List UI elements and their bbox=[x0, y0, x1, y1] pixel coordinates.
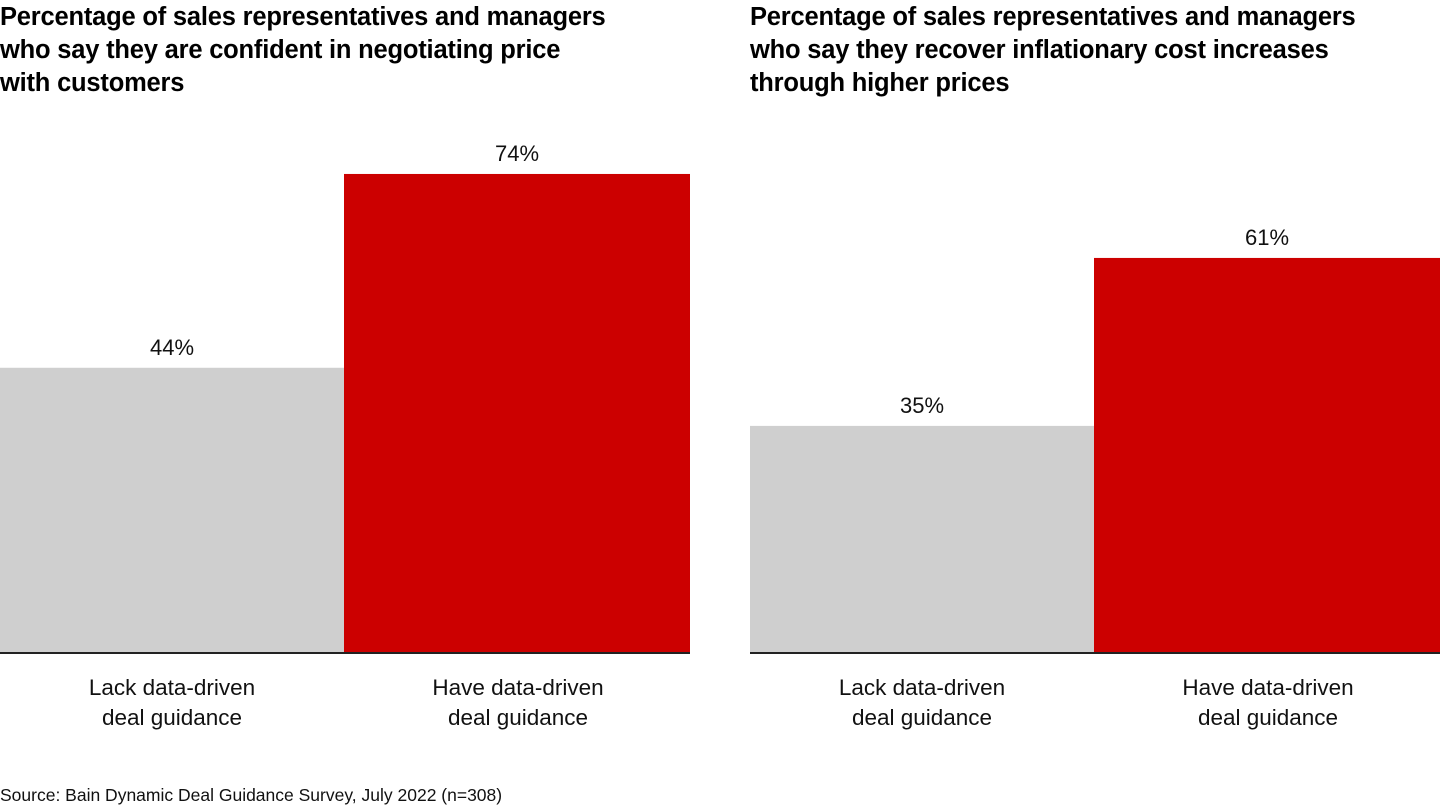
bar-lack bbox=[750, 425, 1094, 652]
chart-title-line: Percentage of sales representatives and … bbox=[750, 3, 1356, 31]
chart-panel-confidence: Percentage of sales representatives and … bbox=[0, 0, 690, 780]
chart-title-line: who say they recover inflationary cost i… bbox=[750, 36, 1329, 64]
chart-title-line: who say they are confident in negotiatin… bbox=[0, 36, 561, 64]
category-label-line: Lack data-driven bbox=[88, 675, 256, 700]
bar-lack bbox=[0, 367, 344, 652]
category-label-have: Have data-driven deal guidance bbox=[346, 673, 690, 733]
category-label-lack: Lack data-driven deal guidance bbox=[0, 673, 344, 733]
value-label: 74% bbox=[495, 141, 539, 166]
value-label: 35% bbox=[900, 393, 944, 418]
bar-chart-confidence: 44% 74% bbox=[0, 141, 690, 654]
chart-title-line: with customers bbox=[0, 69, 185, 97]
value-label: 44% bbox=[150, 335, 194, 360]
chart-panel-inflation: Percentage of sales representatives and … bbox=[750, 0, 1440, 780]
bar-chart-inflation: 35% 61% bbox=[750, 225, 1440, 654]
chart-title-line: Percentage of sales representatives and … bbox=[0, 3, 606, 31]
category-label-line: deal guidance bbox=[851, 705, 993, 730]
category-label-line: deal guidance bbox=[447, 705, 589, 730]
bar-have bbox=[1094, 257, 1440, 652]
chart-title-line: through higher prices bbox=[750, 69, 1010, 97]
chart-title: Percentage of sales representatives and … bbox=[0, 1, 700, 100]
category-label-line: deal guidance bbox=[101, 705, 243, 730]
category-label-lack: Lack data-driven deal guidance bbox=[750, 673, 1094, 733]
category-label-have: Have data-driven deal guidance bbox=[1096, 673, 1440, 733]
chart-title: Percentage of sales representatives and … bbox=[750, 1, 1440, 100]
category-label-line: Have data-driven bbox=[1182, 675, 1354, 700]
source-note: Source: Bain Dynamic Deal Guidance Surve… bbox=[0, 785, 503, 805]
category-label-line: Lack data-driven bbox=[838, 675, 1006, 700]
bar-have bbox=[344, 173, 690, 652]
category-label-line: deal guidance bbox=[1197, 705, 1339, 730]
category-label-line: Have data-driven bbox=[432, 675, 604, 700]
value-label: 61% bbox=[1245, 225, 1289, 250]
